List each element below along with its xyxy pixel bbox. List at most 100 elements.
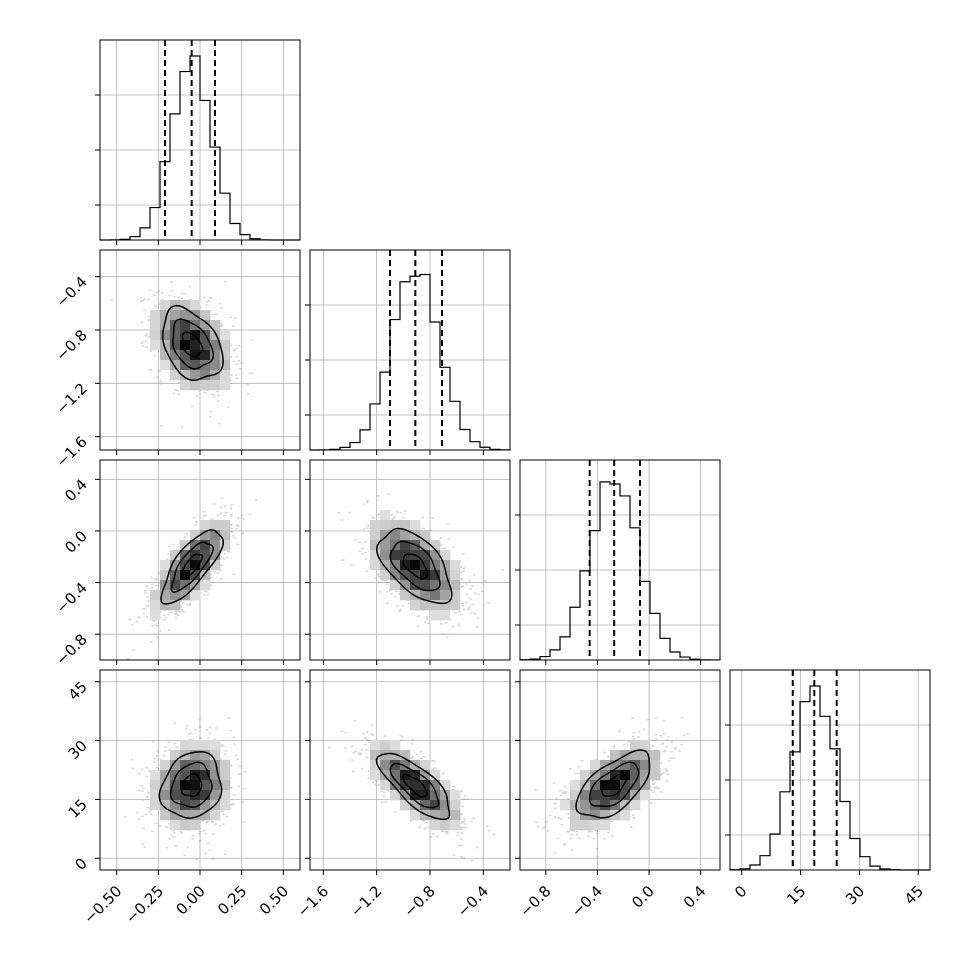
density-block [210,740,221,751]
density-block [210,350,221,361]
density-block [370,750,381,761]
x-tick-label-4: 45 [901,882,927,908]
density-block [200,750,211,761]
density-block [220,760,231,771]
contour-2 [389,762,440,809]
density-block [180,300,191,311]
panel-content [110,280,254,428]
density-block [380,780,391,791]
density-block [150,330,161,341]
density-block [440,820,451,831]
density-block [190,810,201,821]
density-block [160,560,171,571]
density-block [190,560,201,571]
density-block [420,760,431,771]
density-block [160,340,171,351]
x-tick-label-2: −0.8 [400,882,438,920]
panel-frame [519,459,721,661]
contour-1 [181,331,204,358]
density-block [170,560,181,571]
density-block [170,550,181,561]
scatter-panel-4-2 [309,669,511,871]
density-block [640,780,651,791]
density-block [430,770,441,781]
density-block [190,300,201,311]
density-block [190,380,201,391]
density-block [450,570,461,581]
density-block [200,310,211,321]
density-block [560,800,571,811]
density-block [170,310,181,321]
density-block [430,800,441,811]
density-block [400,580,411,591]
density-block [630,770,641,781]
density-block [160,810,171,821]
density-block [590,810,601,821]
density-block [220,780,231,791]
density-block [170,370,181,381]
density-block [590,780,601,791]
density-block [180,820,191,831]
density-block [180,810,191,821]
contour-2 [172,318,215,370]
density-block [180,350,191,361]
density-block [190,740,201,751]
contour-2 [169,761,213,808]
density-block [160,770,171,781]
density-block [450,580,461,591]
density-block [450,600,461,611]
density-block [400,560,411,571]
histogram-3 [519,481,721,661]
density-block [410,810,421,821]
density-block [190,570,201,581]
contour-1 [402,553,429,580]
density-block [190,540,201,551]
panel-frame [309,249,511,451]
density-block [180,740,191,751]
density-block [420,600,431,611]
density-block [610,750,621,761]
x-tick-label-2: −1.2 [347,882,385,920]
density-block [570,790,581,801]
scatter-panel-2-1 [99,249,301,451]
density-block [170,360,181,371]
density-block [180,770,191,781]
density-block [640,760,651,771]
density-block [170,790,181,801]
density-block [200,570,211,581]
density-block [170,320,181,331]
density-block [450,800,461,811]
scatter-panel-3-1 [99,459,301,661]
density-block [650,750,661,761]
density-block [160,600,171,611]
density-block [580,800,591,811]
density-block [650,770,661,781]
density-block [220,370,231,381]
density-block [200,810,211,821]
density-block [600,780,611,791]
x-tick-label-4: 30 [842,882,868,908]
density-block [380,740,391,751]
contour-3 [376,527,453,605]
density-block [390,550,401,561]
x-tick-label-1: −0.25 [122,882,167,927]
scatter-panel-4-1 [99,669,301,871]
density-block [630,740,641,751]
density-block [210,770,221,781]
density-block [180,580,191,591]
density-block [210,540,221,551]
density-block [390,520,401,531]
density-block [580,790,591,801]
density-block [190,530,201,541]
density-block [220,360,231,371]
density-block [180,760,191,771]
contour-3 [575,749,651,819]
density-block [190,370,201,381]
density-block [600,810,611,821]
density-block [200,780,211,791]
density-block [440,580,451,591]
scatter-panel-4-3 [519,669,721,871]
density-block [640,770,651,781]
density-block [390,760,401,771]
panel-frame [729,669,931,871]
